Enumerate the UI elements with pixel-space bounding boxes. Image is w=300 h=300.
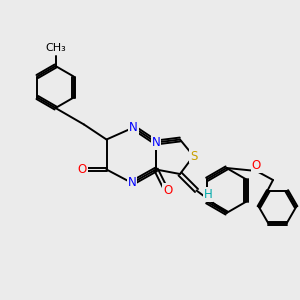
Text: N: N: [152, 136, 160, 149]
Text: CH₃: CH₃: [45, 43, 66, 53]
Text: O: O: [164, 184, 172, 197]
Text: O: O: [252, 159, 261, 172]
Text: O: O: [78, 163, 87, 176]
Text: N: N: [128, 176, 136, 190]
Text: N: N: [129, 121, 138, 134]
Text: S: S: [190, 149, 197, 163]
Text: H: H: [203, 188, 212, 201]
